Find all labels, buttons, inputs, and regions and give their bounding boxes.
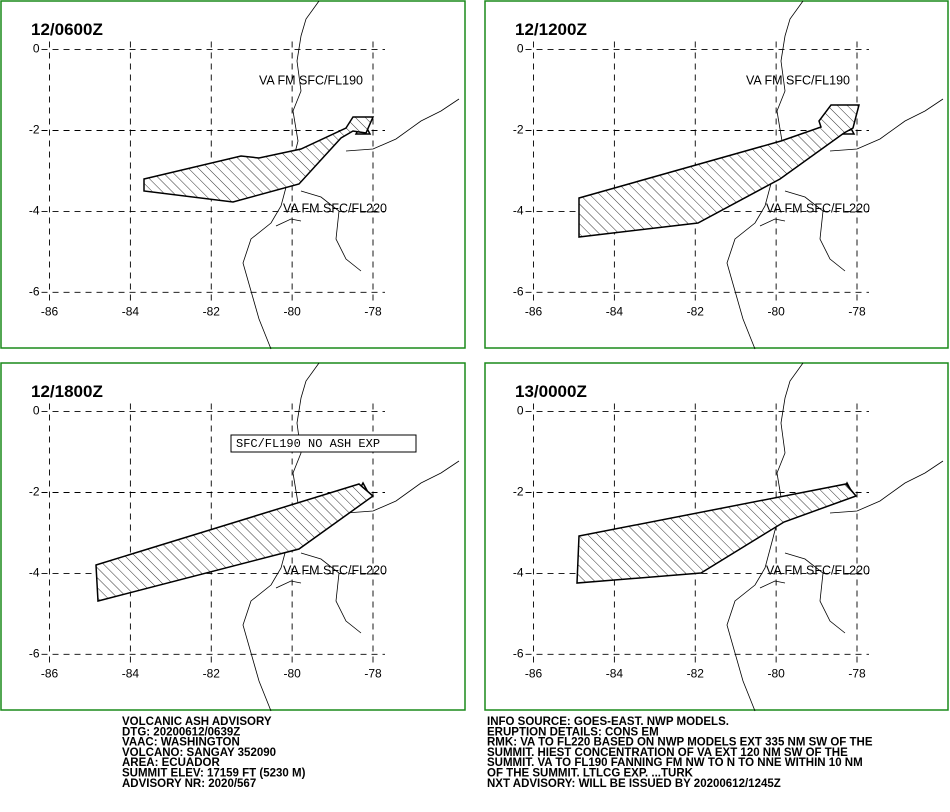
y-tick-label: -4 <box>29 204 40 218</box>
x-tick-label: -86 <box>41 305 59 319</box>
x-tick-label: -86 <box>41 667 59 681</box>
advisory-line: INFO SOURCE: GOES-EAST. NWP MODELS. <box>487 716 729 728</box>
y-tick-label: -6 <box>513 647 524 661</box>
ash-label: VA FM SFC/FL220 <box>283 563 387 577</box>
x-tick-label: -84 <box>606 667 624 681</box>
x-tick-label: -80 <box>283 667 301 681</box>
advisory-line: ADVISORY NR: 2020/567 <box>122 778 256 790</box>
y-tick-label: -6 <box>29 285 40 299</box>
ash-polygon <box>578 104 860 238</box>
x-tick-label: -82 <box>687 667 705 681</box>
x-tick-label: -80 <box>283 305 301 319</box>
label-box <box>230 434 417 453</box>
x-tick-label: -78 <box>364 667 382 681</box>
x-tick-label: -86 <box>525 667 543 681</box>
advisory-line: VOLCANIC ASH ADVISORY <box>122 716 272 728</box>
advisory-line: SUMMIT ELEV: 17159 FT (5230 M) <box>122 768 306 780</box>
map-panel: 12/0600Z VA FM SFC/FL190 VA FM SFC/FL220… <box>0 0 466 350</box>
x-tick-label: -78 <box>364 305 382 319</box>
x-tick-label: -80 <box>767 305 785 319</box>
advisory-line: NXT ADVISORY: WILL BE ISSUED BY 20200612… <box>487 778 781 790</box>
y-tick-label: -4 <box>513 566 524 580</box>
y-tick-label: -2 <box>29 485 40 499</box>
ash-label: VA FM SFC/FL190 <box>746 73 850 87</box>
y-tick-label: -4 <box>29 566 40 580</box>
y-tick-label: 0 <box>33 404 40 418</box>
y-tick-label: -2 <box>513 123 524 137</box>
x-tick-label: -78 <box>848 305 866 319</box>
y-tick-label: 0 <box>517 404 524 418</box>
x-tick-label: -86 <box>525 305 543 319</box>
advisory-line: DTG: 20200612/0639Z <box>122 726 240 738</box>
x-tick-label: -84 <box>122 305 140 319</box>
y-tick-label: 0 <box>33 42 40 56</box>
ash-polygon <box>143 116 375 203</box>
advisory-line: ERUPTION DETAILS: CONS EM <box>487 726 659 738</box>
map-panel: 12/1200Z VA FM SFC/FL190 VA FM SFC/FL220… <box>484 0 949 350</box>
ash-polygon <box>576 483 858 584</box>
advisory-line: AREA: ECUADOR <box>122 757 220 769</box>
y-tick-label: -4 <box>513 204 524 218</box>
x-tick-label: -82 <box>203 667 221 681</box>
x-tick-label: -80 <box>767 667 785 681</box>
y-tick-label: 0 <box>517 42 524 56</box>
y-tick-label: -2 <box>513 485 524 499</box>
x-tick-label: -78 <box>848 667 866 681</box>
x-tick-label: -84 <box>606 305 624 319</box>
advisory-line: SUMMIT. HIEST CONCENTRATION OF VA EXT 12… <box>487 747 848 759</box>
ash-label: VA FM SFC/FL220 <box>766 201 870 215</box>
valid-time: 13/0000Z <box>515 382 587 401</box>
ash-label: VA FM SFC/FL220 <box>283 201 387 215</box>
map-panel: 13/0000Z VA FM SFC/FL220 -86 -84 -82 -80 -78… <box>484 362 949 712</box>
x-tick-label: -82 <box>687 305 705 319</box>
ash-label: VA FM SFC/FL220 <box>766 563 870 577</box>
x-tick-label: -84 <box>122 667 140 681</box>
y-tick-label: -6 <box>29 647 40 661</box>
y-tick-label: -2 <box>29 123 40 137</box>
advisory-line: VAAC: WASHINGTON <box>122 737 240 749</box>
advisory-line: VOLCANO: SANGAY 352090 <box>122 747 276 759</box>
map-panel: 12/1800Z SFC/FL190 NO ASH EXP VA FM SFC/… <box>0 362 466 712</box>
ash-label: VA FM SFC/FL190 <box>259 73 363 87</box>
x-tick-label: -82 <box>203 305 221 319</box>
y-tick-label: -6 <box>513 285 524 299</box>
valid-time: 12/1200Z <box>515 20 587 39</box>
valid-time: 12/1800Z <box>31 382 103 401</box>
no-ash-label: SFC/FL190 NO ASH EXP <box>236 437 380 451</box>
advisory-line: OF THE SUMMIT. LTLCG EXP. ...TURK <box>487 768 694 780</box>
valid-time: 12/0600Z <box>31 20 103 39</box>
advisory-line: SUMMIT. VA TO FL190 FANNING FM NW TO N T… <box>487 757 863 769</box>
ash-polygon <box>95 483 375 602</box>
advisory-line: RMK: VA TO FL220 BASED ON NWP MODELS EXT… <box>487 737 873 749</box>
